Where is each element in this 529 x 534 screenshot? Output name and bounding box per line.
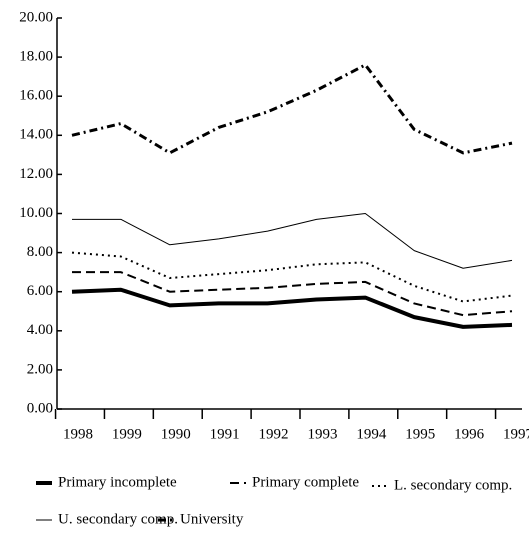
y-tick-label: 18.00 (19, 49, 53, 65)
x-tick-label: 1995 (405, 426, 435, 442)
x-tick-label: 1990 (161, 426, 191, 442)
y-tick-label: 6.00 (27, 283, 53, 299)
x-tick-label: 1993 (307, 426, 337, 442)
legend-label: Primary complete (252, 474, 359, 490)
series-line (72, 271, 513, 317)
x-tick-label: 1992 (259, 426, 289, 442)
y-tick-label: 10.00 (19, 205, 53, 221)
series-line (71, 63, 513, 155)
y-tick-label: 12.00 (19, 166, 53, 182)
legend-label: L. secondary comp. (394, 477, 512, 493)
legend-label: University (180, 511, 244, 527)
series-line (72, 213, 513, 269)
series-line (71, 287, 513, 329)
series-line (71, 251, 513, 303)
x-tick-label: 1998 (63, 426, 93, 442)
y-tick-label: 2.00 (27, 361, 53, 377)
y-tick-label: 14.00 (19, 127, 53, 143)
y-tick-label: 4.00 (27, 322, 53, 338)
x-tick-label: 1991 (210, 426, 240, 442)
x-tick-label: 1996 (454, 426, 485, 442)
y-tick-label: 8.00 (27, 244, 53, 260)
y-tick-label: 0.00 (27, 400, 53, 416)
x-tick-label: 1999 (112, 426, 142, 442)
legend-label: Primary incomplete (58, 474, 177, 490)
y-tick-label: 20.00 (19, 9, 53, 25)
legend-label: U. secondary comp. (58, 511, 178, 527)
y-tick-label: 16.00 (19, 88, 53, 104)
x-tick-label: 1997 (503, 426, 529, 442)
x-tick-label: 1994 (356, 426, 387, 442)
